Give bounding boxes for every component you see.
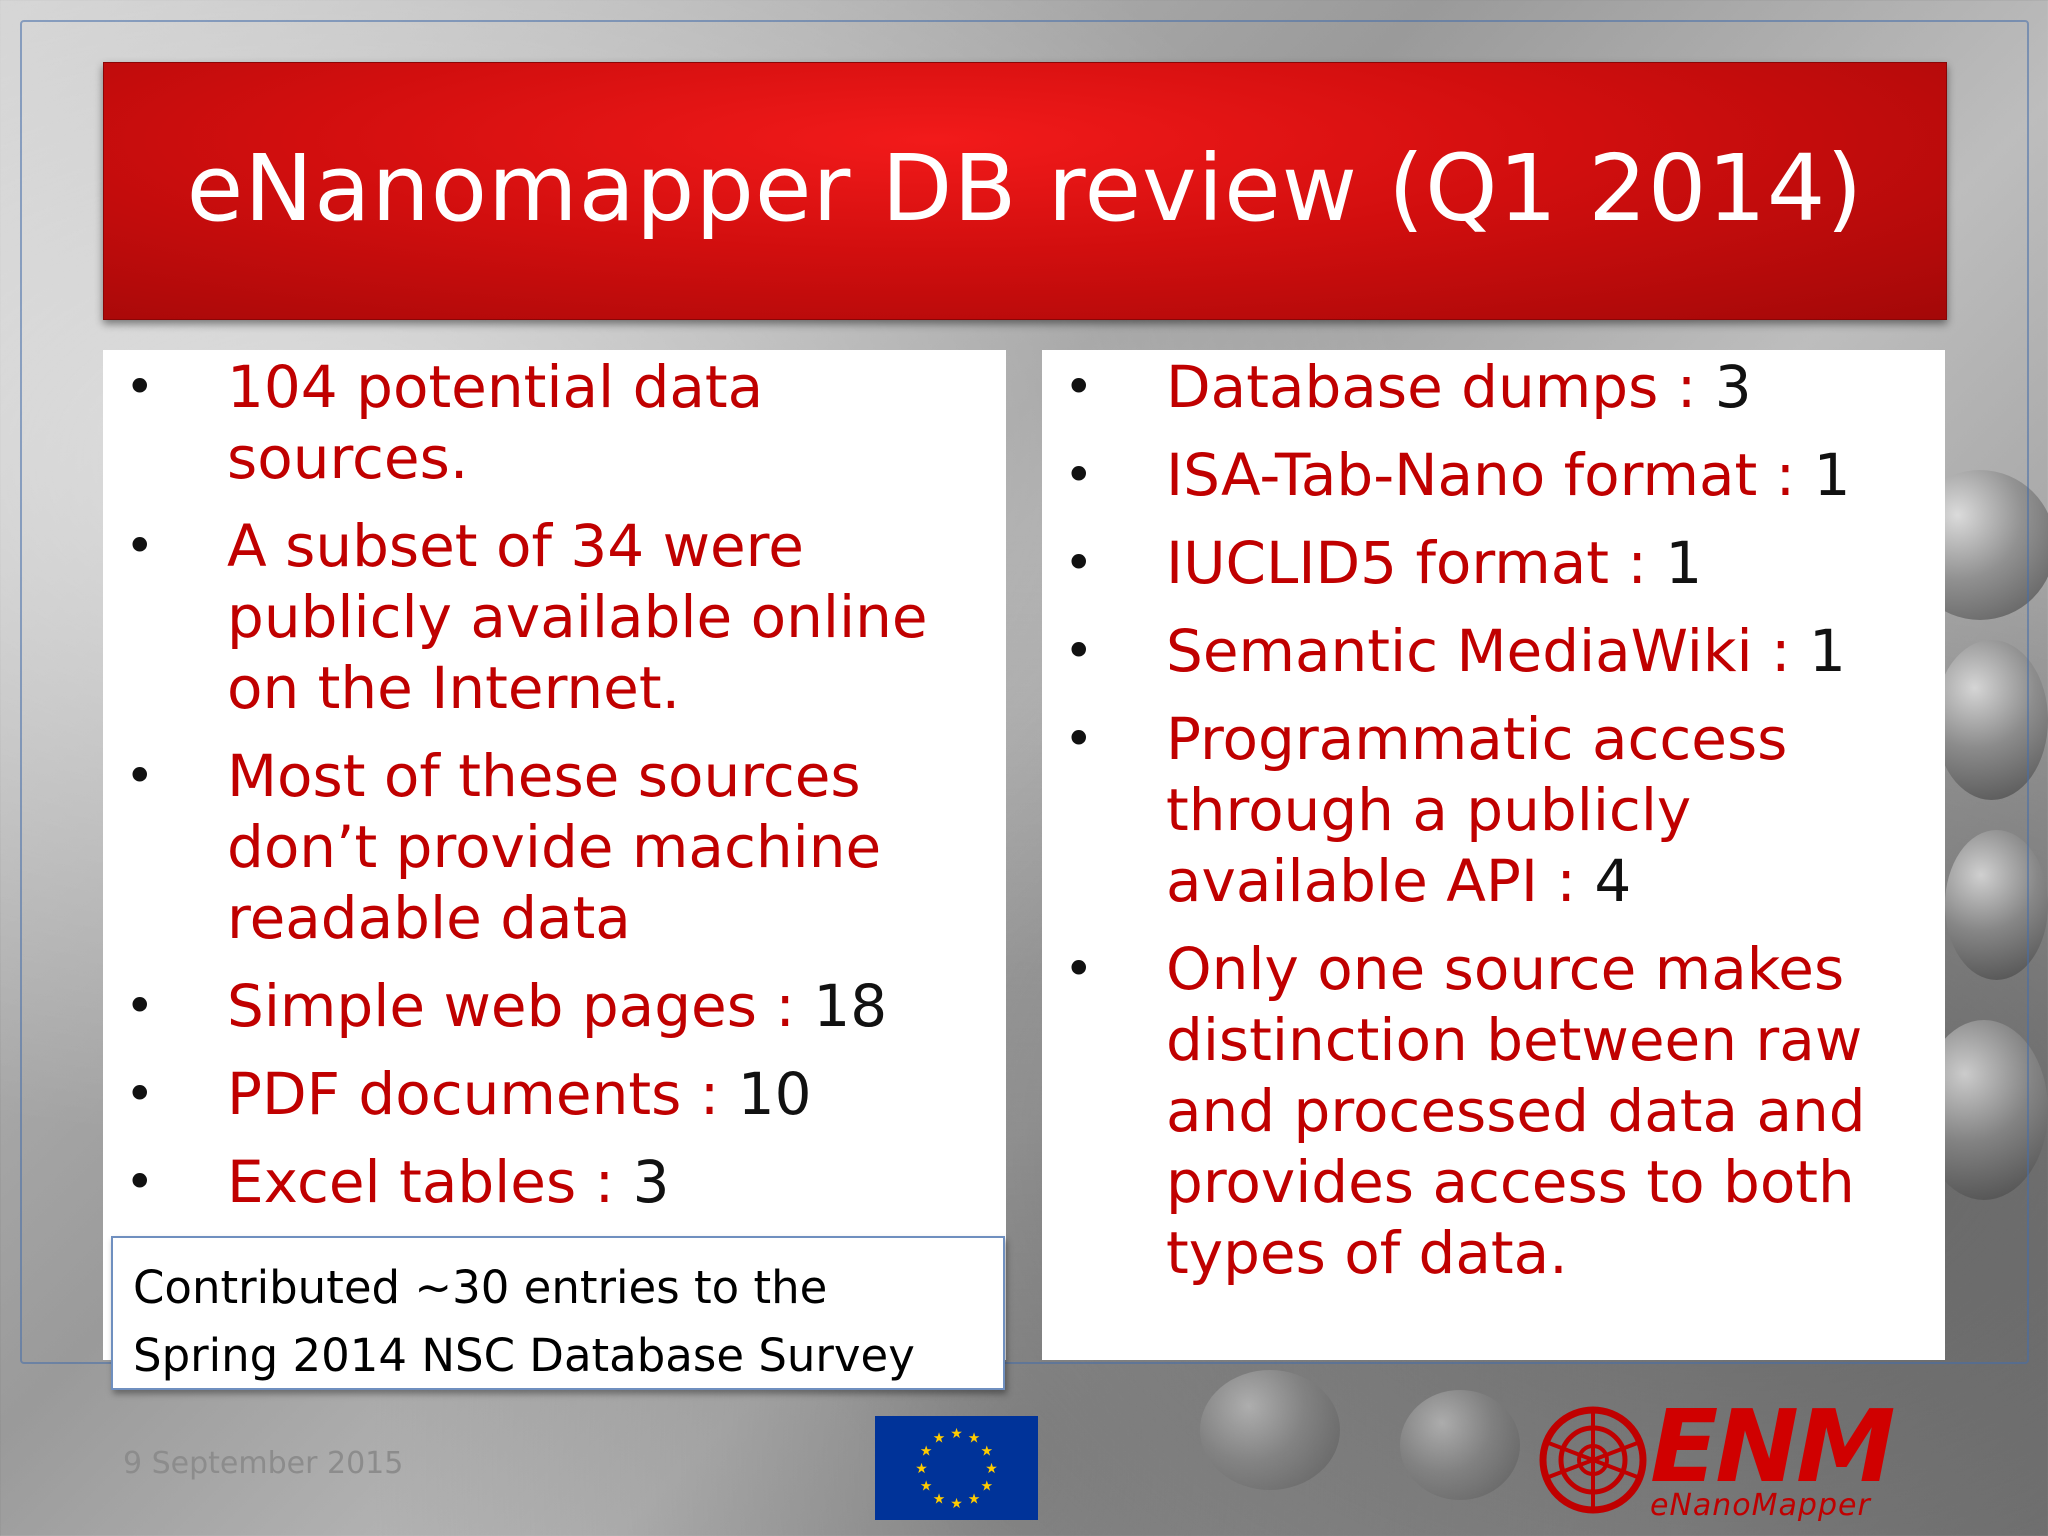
eu-flag-icon: ★ ★ ★ ★ ★ ★ ★ ★ ★ ★ ★ ★ — [875, 1416, 1038, 1520]
eu-star-icon: ★ — [981, 1444, 994, 1460]
background-sphere — [1945, 830, 2048, 980]
bullet-text: publicly available online — [227, 583, 928, 651]
bullet-text: through a publicly — [1166, 776, 1692, 844]
bullet-text: Programmatic access — [1166, 705, 1788, 773]
eu-star-icon: ★ — [933, 1431, 946, 1447]
bullet-item: • Simple web pages : 18 — [103, 971, 1006, 1042]
bullet-icon: • — [125, 747, 155, 805]
bullet-text: Database dumps : — [1166, 353, 1715, 421]
bullet-item: • 104 potential data sources. — [103, 352, 1006, 494]
right-content-panel: • Database dumps : 3 • ISA-Tab-Nano format … — [1042, 350, 1945, 1360]
bullet-item: • Only one source makes distinction betwee… — [1042, 934, 1945, 1289]
bullet-count: 1 — [1813, 441, 1851, 509]
bullet-item: • ISA-Tab-Nano format : 1 — [1042, 440, 1945, 511]
bullet-text: and processed data and — [1166, 1077, 1866, 1145]
bullet-text: on the Internet. — [227, 654, 681, 722]
bullet-count: 10 — [737, 1060, 812, 1128]
slide-date: 9 September 2015 — [123, 1446, 404, 1481]
bullet-text: IUCLID5 format : — [1166, 529, 1666, 597]
bullet-count: 3 — [1714, 353, 1752, 421]
bullet-count: 18 — [813, 972, 888, 1040]
eu-star-icon: ★ — [920, 1479, 933, 1495]
survey-note-box: Contributed ~30 entries to the Spring 20… — [111, 1236, 1005, 1390]
bullet-text: 104 potential data — [227, 353, 764, 421]
background-sphere — [1400, 1390, 1520, 1500]
bullet-item: • A subset of 34 were publicly available o… — [103, 511, 1006, 724]
bullet-item: • Programmatic access through a publicly av… — [1042, 704, 1945, 917]
bullet-count: 1 — [1808, 617, 1846, 685]
eu-star-icon: ★ — [981, 1479, 994, 1495]
bullet-text: Semantic MediaWiki : — [1166, 617, 1809, 685]
bullet-item: • Excel tables : 3 — [103, 1147, 1006, 1218]
bullet-icon: • — [125, 358, 155, 416]
eu-star-icon: ★ — [968, 1491, 981, 1507]
bullet-text: Simple web pages : — [227, 972, 814, 1040]
bullet-text: ISA-Tab-Nano format : — [1166, 441, 1814, 509]
bullet-count: 1 — [1665, 529, 1703, 597]
eu-stars: ★ ★★★★★★★★★★★ — [915, 1426, 998, 1512]
bullet-text: Most of these sources — [227, 742, 861, 810]
bullet-text: A subset of 34 were — [227, 512, 804, 580]
eu-star-icon: ★ — [920, 1444, 933, 1460]
bullet-item: • Semantic MediaWiki : 1 — [1042, 616, 1945, 687]
bullet-text: PDF documents : — [227, 1060, 738, 1128]
eu-star-icon: ★ — [950, 1426, 963, 1442]
bullet-icon: • — [125, 977, 155, 1035]
bullet-icon: • — [125, 1153, 155, 1211]
bullet-icon: • — [1064, 358, 1094, 416]
bullet-text: types of data. — [1166, 1219, 1568, 1287]
note-line-2: Spring 2014 NSC Database Survey — [133, 1329, 915, 1382]
bullet-text: provides access to both — [1166, 1148, 1855, 1216]
frame-line — [20, 20, 2029, 1364]
background-sphere — [1200, 1370, 1340, 1490]
bullet-item: • PDF documents : 10 — [103, 1059, 1006, 1130]
left-content-panel: • 104 potential data sources. • A subset of … — [103, 350, 1006, 1360]
bullet-text: Only one source makes — [1166, 935, 1845, 1003]
eu-star-icon: ★ — [915, 1461, 928, 1477]
bullet-icon: • — [125, 517, 155, 575]
enm-logo: ENM eNanoMapper — [1538, 1392, 1968, 1523]
eu-star-icon: ★ — [985, 1461, 998, 1477]
bullet-count: 3 — [632, 1148, 670, 1216]
bullet-item: • Most of these sources don’t provide mach… — [103, 741, 1006, 954]
right-bullet-list: • Database dumps : 3 • ISA-Tab-Nano format … — [1042, 352, 1945, 1289]
bullet-text: Excel tables : — [227, 1148, 633, 1216]
eu-star-icon: ★ — [933, 1491, 946, 1507]
bullet-icon: • — [1064, 446, 1094, 504]
left-bullet-list: • 104 potential data sources. • A subset of … — [103, 352, 1006, 1218]
bullet-text: don’t provide machine — [227, 813, 882, 881]
title-bar: eNanomapper DB review (Q1 2014) — [103, 62, 1947, 320]
fullerene-logo-icon — [1539, 1406, 1647, 1514]
background-sphere — [1935, 640, 2048, 800]
bullet-icon: • — [125, 1065, 155, 1123]
eu-star-icon: ★ — [950, 1496, 963, 1512]
bullet-icon: • — [1064, 940, 1094, 998]
eu-star-icon: ★ — [968, 1431, 981, 1447]
bullet-icon: • — [1064, 622, 1094, 680]
bullet-icon: • — [1064, 534, 1094, 592]
bullet-icon: • — [1064, 710, 1094, 768]
bullet-text: sources. — [227, 424, 469, 492]
bullet-item: • Database dumps : 3 — [1042, 352, 1945, 423]
logo-subtitle: eNanoMapper — [1650, 1488, 1871, 1523]
bullet-text: distinction between raw — [1166, 1006, 1863, 1074]
bullet-count: 4 — [1594, 847, 1632, 915]
bullet-text: readable data — [227, 884, 631, 952]
slide-title: eNanomapper DB review (Q1 2014) — [186, 134, 1864, 242]
bullet-text: available API : — [1166, 847, 1595, 915]
logo-wordmark: ENM — [1650, 1388, 1896, 1505]
note-line-1: Contributed ~30 entries to the — [133, 1261, 828, 1314]
bullet-item: • IUCLID5 format : 1 — [1042, 528, 1945, 599]
